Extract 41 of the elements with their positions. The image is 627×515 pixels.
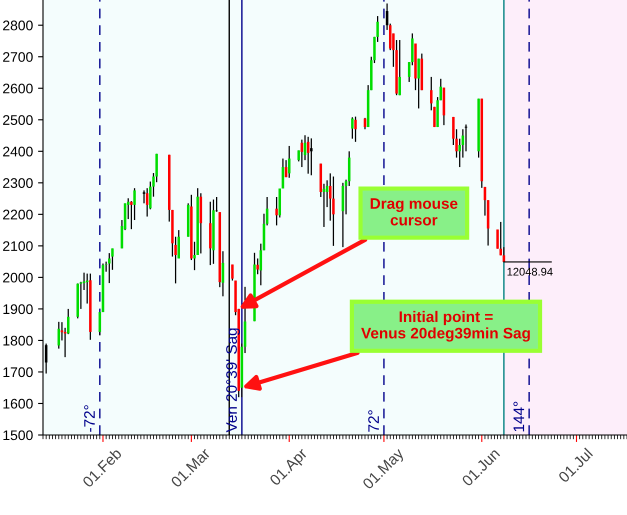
y-tick-label: 2000 bbox=[3, 272, 33, 283]
y-tick-label: 1700 bbox=[3, 367, 33, 378]
candlestick bbox=[332, 176, 335, 246]
y-tick-label: 1600 bbox=[3, 398, 33, 409]
annotation: Initial point = Venus 20deg39min Sag bbox=[361, 310, 530, 342]
candlestick bbox=[322, 183, 326, 228]
candlestick bbox=[310, 138, 313, 176]
y-tick-label: 2700 bbox=[3, 52, 33, 62]
candlestick bbox=[499, 221, 502, 256]
candlestick bbox=[275, 196, 278, 226]
candlestick bbox=[300, 139, 304, 168]
candlestick bbox=[439, 78, 442, 101]
annotation: 12048.94 bbox=[508, 268, 553, 276]
ref-line-label: Ven 20°39' Sag bbox=[226, 328, 240, 432]
candlestick bbox=[98, 311, 102, 336]
y-tick-label: 1900 bbox=[3, 304, 33, 314]
candlestick bbox=[288, 145, 290, 178]
candlestick bbox=[351, 116, 354, 140]
candlestick bbox=[58, 321, 60, 350]
candlestick bbox=[108, 252, 111, 284]
candlestick bbox=[130, 200, 133, 230]
y-tick-label: 2500 bbox=[3, 115, 33, 125]
candlestick bbox=[364, 117, 366, 130]
candlestick bbox=[398, 39, 401, 96]
candlestick bbox=[282, 158, 284, 190]
y-tick-label: 2200 bbox=[3, 210, 33, 220]
y-tick-label: 2800 bbox=[3, 20, 33, 30]
y-tick-label: 2400 bbox=[3, 146, 33, 156]
y-tick-label: 1800 bbox=[3, 336, 33, 346]
y-tick-label: 2100 bbox=[3, 241, 33, 252]
ref-line-label: -72° bbox=[84, 405, 95, 432]
annotation: Drag mouse cursor bbox=[370, 198, 458, 226]
candlestick bbox=[464, 124, 468, 152]
candlestick bbox=[354, 116, 357, 142]
candlestick bbox=[417, 58, 420, 110]
y-tick-label: 2600 bbox=[3, 84, 33, 94]
ref-line-label: 144° bbox=[513, 402, 524, 432]
candlestick bbox=[306, 136, 310, 174]
ref-line-label: 72° bbox=[368, 410, 379, 432]
y-tick-label: 1500 bbox=[3, 430, 33, 440]
y-tick-label: 2300 bbox=[3, 178, 33, 188]
